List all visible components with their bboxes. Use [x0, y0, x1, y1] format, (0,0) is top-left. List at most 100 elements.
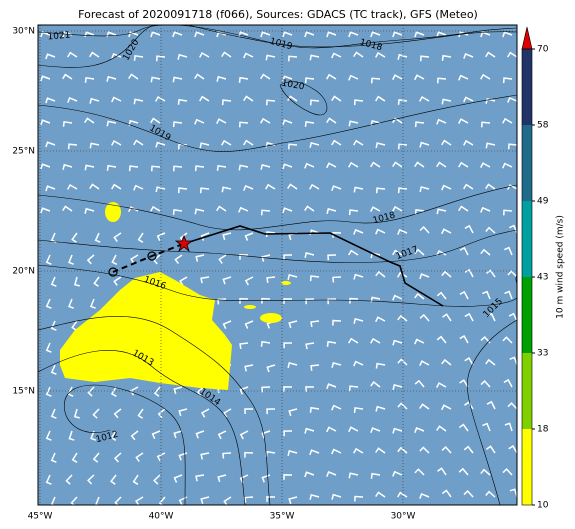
wind-barb: [261, 386, 271, 393]
wind-barb: [353, 447, 364, 454]
wind-barb: [304, 252, 315, 259]
wind-barb: [332, 231, 342, 238]
wind-barb: [260, 163, 271, 170]
wind-barb: [392, 249, 403, 256]
wind-barb: [93, 276, 100, 287]
wind-barb: [349, 297, 359, 304]
wind-barb: [326, 340, 337, 347]
wind-barb: [244, 320, 254, 329]
wind-barb: [62, 205, 73, 212]
wind-barb: [397, 187, 408, 194]
wind-barb: [502, 77, 513, 84]
wind-barb: [482, 422, 491, 432]
wind-barb: [199, 142, 210, 149]
wind-barb: [113, 232, 122, 242]
wind-barb: [194, 118, 205, 125]
wind-barb: [480, 380, 491, 388]
wind-barb: [135, 496, 144, 505]
wind-barb: [304, 77, 315, 84]
x-tick-label: 30°W: [391, 512, 416, 522]
wind-barb: [128, 206, 139, 213]
wind-barb: [265, 183, 276, 190]
wind-barb: [265, 99, 276, 106]
wind-barb: [348, 249, 359, 256]
colorbar-tick-label: 33: [537, 349, 548, 359]
wind-barb: [353, 228, 364, 235]
wind-barb: [480, 206, 491, 213]
wind-barb: [331, 52, 342, 59]
wind-area-shape: [60, 272, 232, 390]
wind-barb: [92, 408, 100, 419]
wind-barb: [150, 31, 161, 38]
wind-barb: [282, 207, 293, 214]
wind-barb: [353, 407, 364, 413]
wind-barb: [309, 449, 320, 456]
wind-barb: [485, 183, 496, 190]
wind-barb: [40, 75, 51, 82]
wind-barb: [392, 339, 403, 346]
wind-barb: [45, 298, 52, 309]
wind-barb: [87, 386, 95, 397]
colorbar-label: 10 m wind speed (m/s): [556, 215, 566, 319]
wind-barb: [502, 31, 513, 38]
wind-barb: [419, 446, 430, 454]
wind-barb: [45, 53, 56, 60]
wind-barb: [310, 320, 320, 328]
wind-barb: [238, 31, 249, 38]
wind-barb: [419, 55, 430, 62]
wind-barb: [348, 337, 359, 344]
wind-barb: [436, 208, 447, 215]
wind-barb: [221, 186, 232, 193]
isobar: [38, 25, 517, 68]
wind-barb: [480, 73, 491, 80]
wind-barb: [67, 143, 78, 150]
wind-barb: [392, 74, 403, 81]
wind-barb: [45, 474, 52, 485]
wind-barb: [463, 490, 474, 498]
wind-barb: [331, 185, 342, 192]
wind-barb: [153, 474, 161, 485]
wind-barb: [370, 296, 381, 303]
wind-barb: [375, 95, 386, 102]
wind-barb: [50, 408, 57, 419]
wind-barb: [326, 31, 337, 38]
wind-barb: [282, 31, 293, 38]
wind-barb: [482, 290, 491, 300]
wind-barb: [40, 207, 51, 214]
wind-barb: [458, 161, 469, 168]
wind-barb: [331, 361, 342, 368]
wind-barb: [155, 186, 166, 193]
wind-barb: [68, 430, 75, 441]
wind-barb: [137, 408, 144, 419]
wind-barb: [135, 452, 144, 462]
wind-barb: [71, 452, 78, 463]
wind-barb: [397, 228, 408, 235]
wind-barb: [87, 474, 95, 485]
wind-barb: [238, 206, 249, 213]
isobar: [38, 264, 517, 307]
wind-barb: [94, 232, 101, 243]
wind-barb: [239, 430, 249, 440]
wind-barb: [133, 98, 144, 105]
wind-barb: [283, 298, 293, 304]
wind-barb: [309, 275, 320, 282]
wind-barb: [128, 73, 139, 80]
wind-barb: [463, 96, 474, 103]
wind-barb: [375, 142, 386, 149]
wind-barb: [419, 273, 430, 280]
wind-barb: [414, 292, 425, 300]
wind-barb: [40, 119, 51, 126]
wind-barb: [502, 162, 513, 169]
isobar: [38, 316, 271, 505]
wind-barb: [65, 474, 73, 485]
wind-barb: [287, 274, 298, 280]
wind-barb: [216, 205, 227, 212]
wind-barb: [50, 452, 57, 463]
wind-barb: [464, 224, 474, 234]
wind-barb: [201, 408, 210, 418]
wind-barb: [200, 232, 210, 241]
wind-barb: [283, 342, 293, 349]
wind-barb: [172, 76, 183, 83]
wind-barb: [173, 430, 183, 439]
